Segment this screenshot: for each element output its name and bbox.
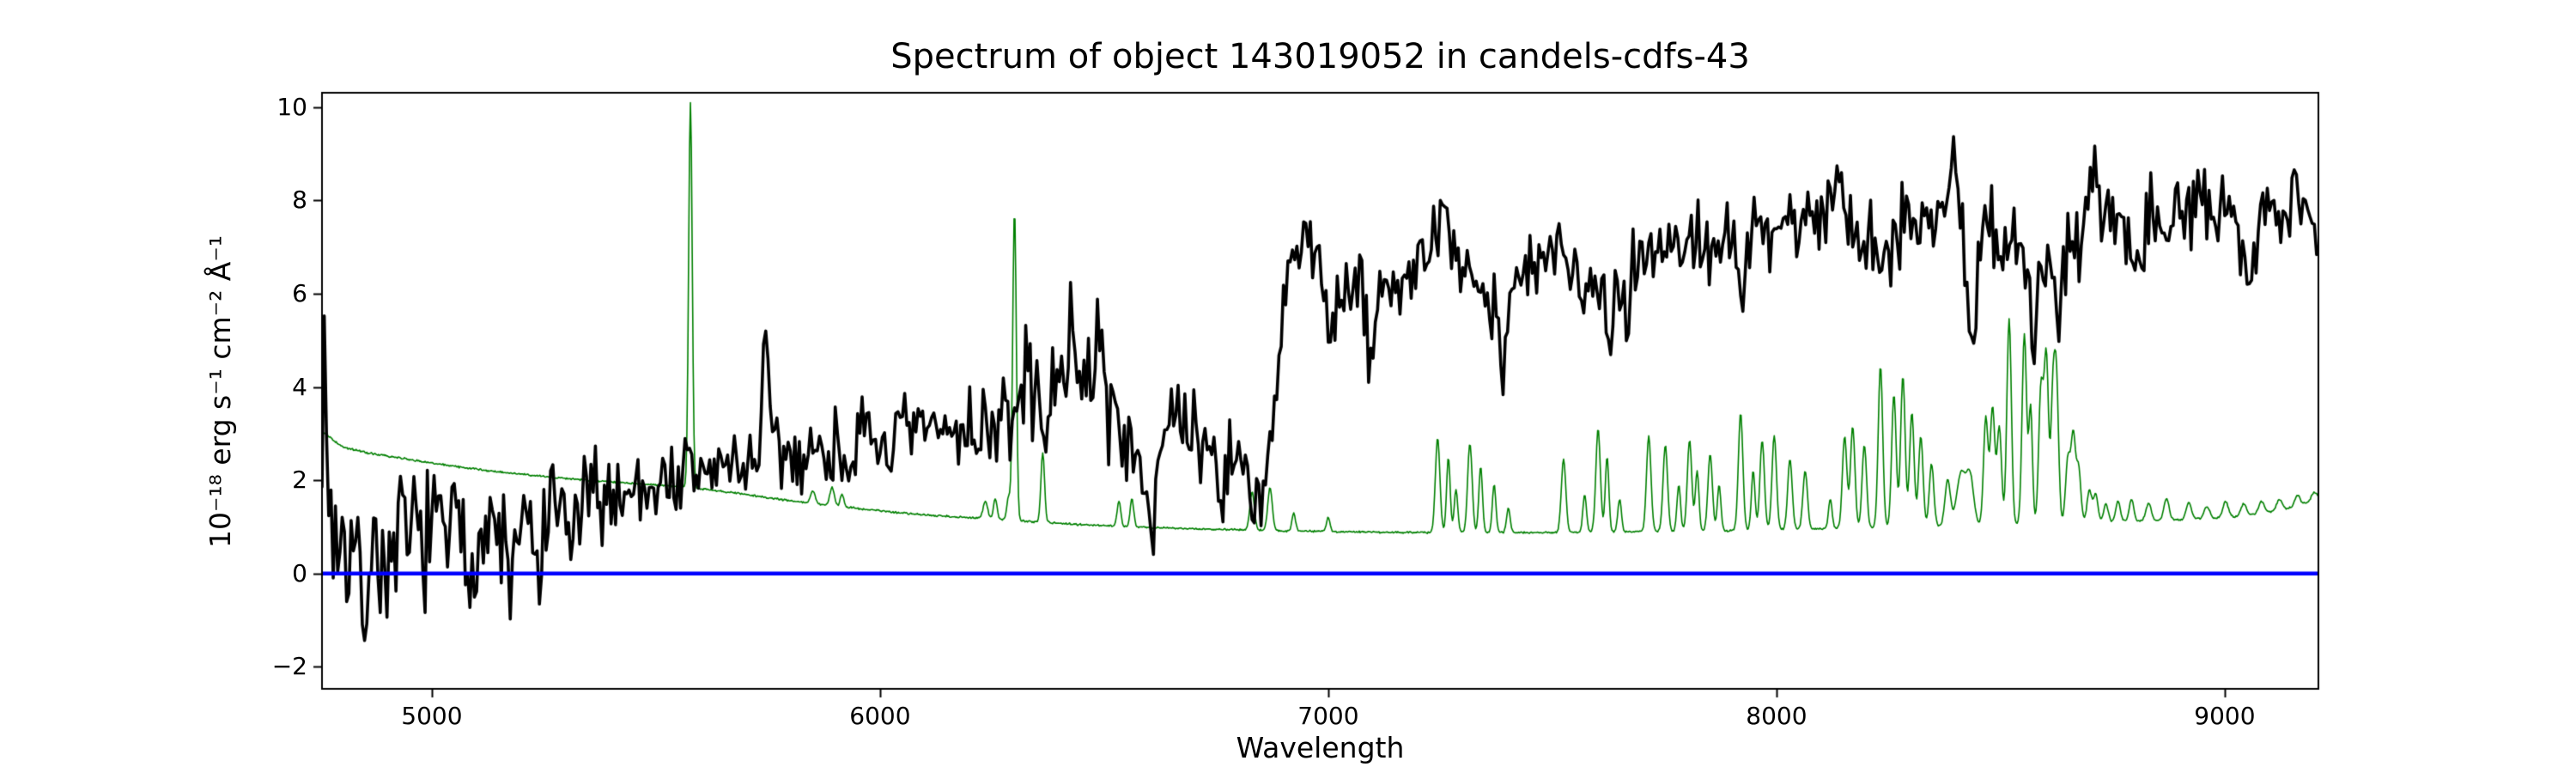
x-tick-labels: 5000 6000 7000 8000 9000: [0, 703, 2576, 733]
x-tick-label: 9000: [2194, 702, 2256, 730]
y-tick-label: 4: [292, 372, 307, 401]
y-tick-label: 0: [292, 558, 307, 587]
plot-title: Spectrum of object 143019052 in candels-…: [890, 37, 1750, 76]
y-tick-label: 6: [292, 279, 307, 308]
x-tick-label: 7000: [1297, 702, 1359, 730]
y-tick-label: −2: [271, 652, 307, 681]
y-tick-label: 10: [276, 92, 307, 121]
y-tick-labels: −2 0 2 4 6 8 10: [0, 0, 307, 773]
x-tick-label: 6000: [849, 702, 911, 730]
x-tick-label: 8000: [1746, 702, 1807, 730]
y-tick-label: 2: [292, 466, 307, 495]
x-tick-label: 5000: [401, 702, 463, 730]
y-tick-label: 8: [292, 186, 307, 215]
x-axis-label: Wavelength: [1236, 731, 1405, 764]
